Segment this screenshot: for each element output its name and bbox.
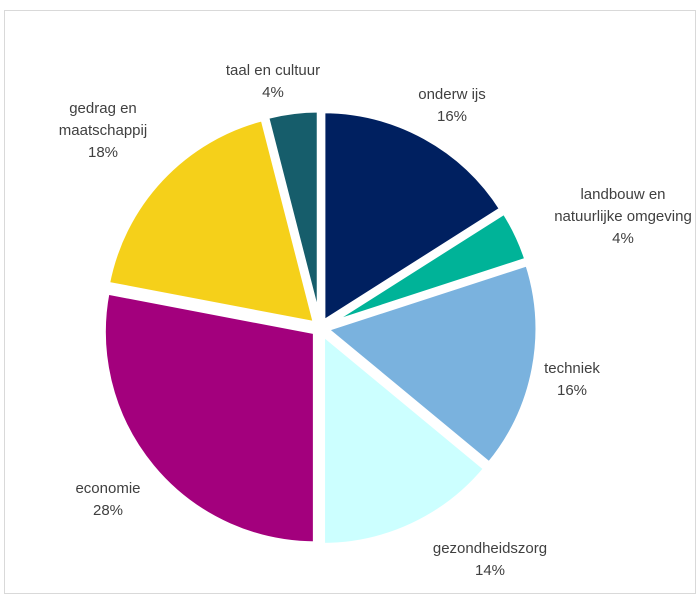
slice-label-onderw-ijs: onderw ijs 16% [418,86,486,125]
slice-label-taal-en-cultuur: taal en cultuur 4% [226,62,320,101]
pie-slice-techniek [320,260,541,468]
slice-value-label: 16% [437,108,467,125]
slice-category-label: landbouw en [580,186,665,203]
pie-slices [100,107,541,548]
pie-slice-onderw-ijs [320,108,506,328]
slice-category-label: gezondheidszorg [433,540,547,557]
slice-category-label: maatschappij [59,122,147,139]
slice-category-label: taal en cultuur [226,62,320,79]
slice-value-label: 4% [612,230,634,247]
slice-label-gedrag-en-maatschappij: gedrag en maatschappij 18% [59,100,147,161]
slice-label-techniek: techniek 16% [544,360,600,399]
slice-label-economie: economie 28% [75,480,140,519]
pie-slice-taal-en-cultuur [263,107,322,323]
slice-label-landbouw-en-natuurlijke-omgeving: landbouw en natuurlijke omgeving 4% [554,186,692,247]
slice-label-gezondheidszorg: gezondheidszorg 14% [433,540,547,579]
pie-slice-economie [100,289,318,547]
slice-value-label: 16% [557,382,587,399]
slice-category-label: onderw ijs [418,86,486,103]
slice-category-label: economie [75,480,140,497]
pie-slice-gezondheidszorg [320,328,490,548]
pie-slice-gedrag-en-maatschappij [104,115,320,328]
slice-value-label: 18% [88,144,118,161]
slice-category-label: gedrag en [69,100,137,117]
slice-value-label: 14% [475,562,505,579]
slice-category-label: natuurlijke omgeving [554,208,692,225]
pie-slice-landbouw-en-natuurlijke-omgeving [324,208,531,328]
slice-value-label: 28% [93,502,123,519]
slice-category-label: techniek [544,360,600,377]
slice-value-label: 4% [262,84,284,101]
pie-labels: onderw ijs 16% landbouw en natuurlijke omge… [59,62,692,579]
